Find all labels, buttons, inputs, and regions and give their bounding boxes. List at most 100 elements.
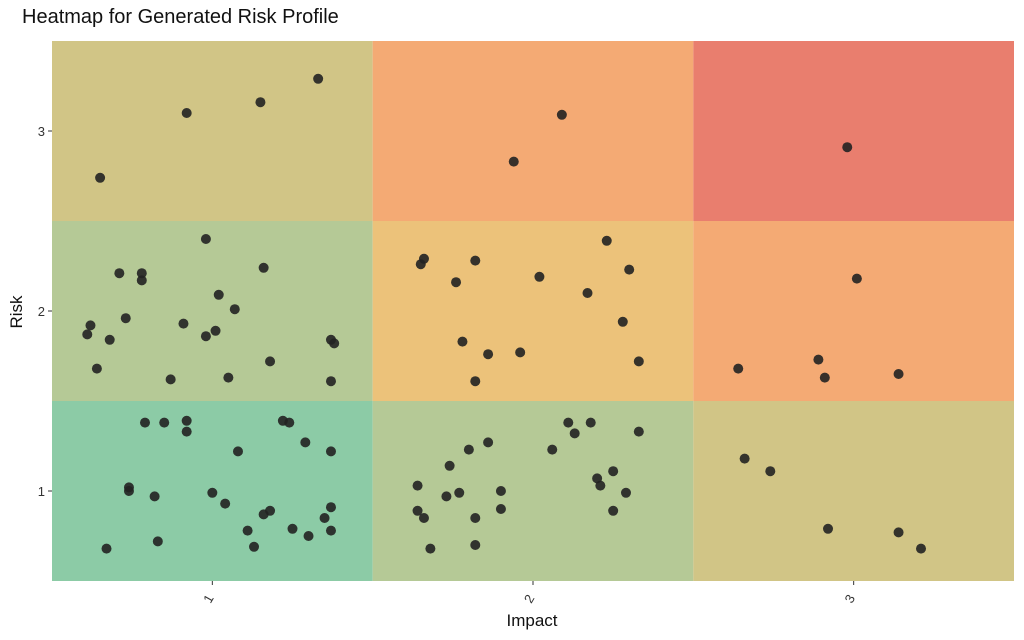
data-point <box>325 376 336 387</box>
data-point <box>470 376 481 387</box>
data-point <box>495 486 506 496</box>
data-point <box>582 288 593 298</box>
data-point <box>595 480 606 491</box>
data-point <box>284 417 295 428</box>
data-point <box>765 466 776 477</box>
data-point <box>242 525 253 536</box>
y-axis-label: Risk <box>7 295 26 329</box>
data-point <box>563 417 574 428</box>
data-point <box>325 446 336 457</box>
data-point <box>139 417 150 428</box>
data-point <box>232 446 243 457</box>
data-point <box>91 363 102 374</box>
data-point <box>454 487 465 498</box>
y-tick-label: 2 <box>38 304 45 319</box>
data-point <box>470 540 481 550</box>
data-point <box>85 320 96 331</box>
data-point <box>220 498 231 509</box>
data-point <box>441 491 452 502</box>
data-point <box>165 374 176 385</box>
data-point <box>633 356 644 367</box>
data-point <box>515 347 526 358</box>
data-point <box>823 523 834 534</box>
data-point <box>319 513 330 523</box>
data-point <box>181 426 192 437</box>
data-point <box>608 505 619 516</box>
data-point <box>601 235 612 246</box>
scatter-points <box>82 73 927 554</box>
data-point <box>178 318 189 329</box>
data-point <box>82 329 93 340</box>
data-point <box>418 253 429 264</box>
y-tick-label: 3 <box>38 124 45 139</box>
heatmap-cell-impact3-risk2 <box>693 221 1014 401</box>
data-point <box>159 417 170 428</box>
heatmap-cell-impact2-risk1 <box>372 401 694 581</box>
data-point <box>95 172 106 183</box>
data-point <box>739 453 750 464</box>
data-point <box>633 426 644 437</box>
data-point <box>329 338 340 349</box>
data-point <box>470 513 481 523</box>
data-point <box>200 234 211 244</box>
data-point <box>265 505 276 516</box>
data-point <box>325 502 336 513</box>
data-point <box>470 255 481 266</box>
data-point <box>620 487 631 498</box>
data-point <box>303 531 314 541</box>
heatmap-cell-impact2-risk3 <box>372 41 694 221</box>
data-point <box>210 325 221 336</box>
data-point <box>123 486 134 496</box>
data-point <box>200 331 211 342</box>
data-point <box>412 505 423 516</box>
data-point <box>101 543 112 554</box>
data-point <box>249 541 260 552</box>
data-point <box>258 262 269 273</box>
data-point <box>255 97 266 108</box>
data-point <box>418 513 429 523</box>
data-point <box>451 277 462 288</box>
data-point <box>207 487 218 498</box>
data-point <box>508 156 519 167</box>
data-point <box>483 349 494 360</box>
data-point <box>223 372 234 383</box>
heatmap-cell-impact2-risk2 <box>372 221 694 401</box>
heatmap-cell-impact3-risk3 <box>693 41 1014 221</box>
data-point <box>483 437 494 448</box>
data-point <box>534 271 545 282</box>
data-point <box>425 543 436 554</box>
heatmap-cell-impact1-risk2 <box>52 221 373 401</box>
heatmap-cells <box>52 41 1014 581</box>
x-tick-label: 1 <box>200 592 217 606</box>
data-point <box>547 444 558 455</box>
data-point <box>213 289 224 300</box>
data-point <box>120 313 131 324</box>
data-point <box>893 527 904 538</box>
data-point <box>463 444 474 455</box>
data-point <box>181 415 192 426</box>
data-point <box>136 268 147 279</box>
y-tick-label: 1 <box>38 484 45 499</box>
data-point <box>585 417 596 428</box>
data-point <box>265 356 276 367</box>
heatmap-cell-impact3-risk1 <box>693 401 1014 581</box>
data-point <box>819 372 830 383</box>
heatmap-cell-impact1-risk3 <box>52 41 373 221</box>
data-point <box>556 109 567 120</box>
data-point <box>104 334 115 345</box>
data-point <box>842 142 853 153</box>
data-point <box>181 108 192 118</box>
data-point <box>457 336 468 347</box>
data-point <box>412 480 423 491</box>
data-point <box>624 264 635 275</box>
data-point <box>229 304 240 315</box>
data-point <box>495 504 506 514</box>
data-point <box>733 363 744 374</box>
data-point <box>813 354 824 365</box>
x-axis-label: Impact <box>506 611 557 630</box>
data-point <box>893 369 904 379</box>
x-tick-label: 2 <box>521 592 538 606</box>
data-point <box>444 460 455 471</box>
data-point <box>313 73 324 84</box>
